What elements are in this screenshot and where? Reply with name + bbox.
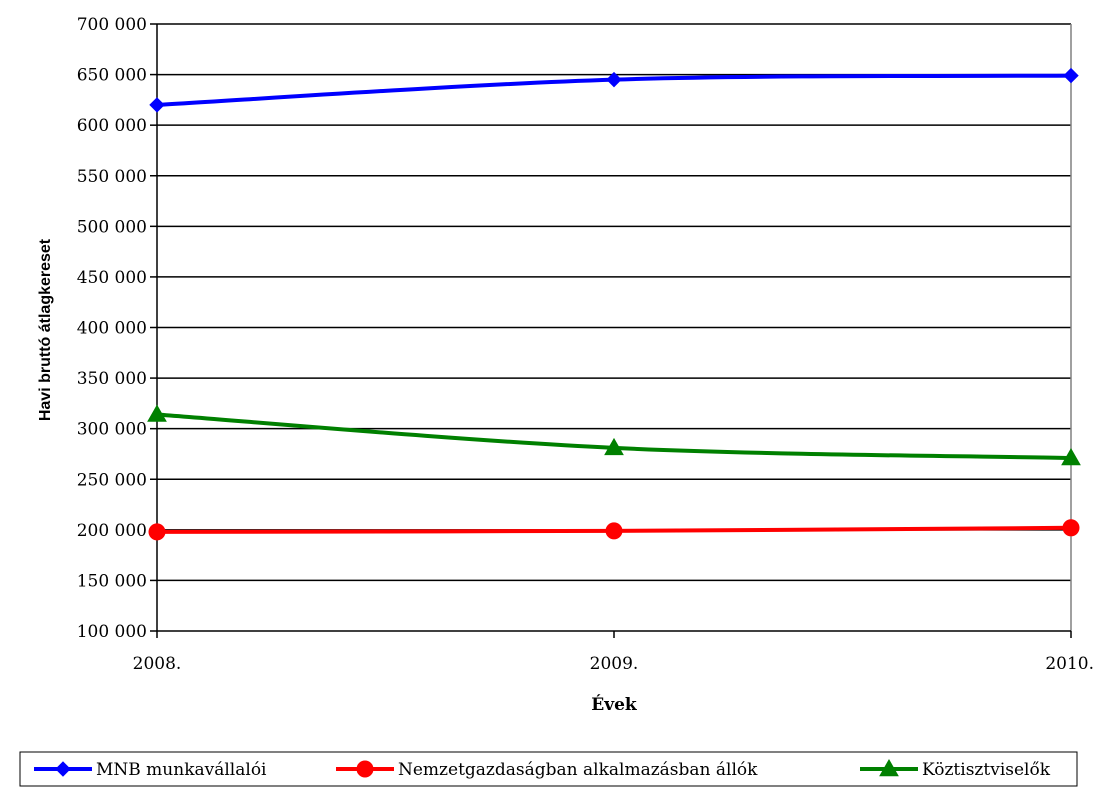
- legend-label: Köztisztviselők: [922, 760, 1051, 780]
- series-lines: [147, 67, 1081, 541]
- y-tick-label: 600 000: [77, 116, 147, 136]
- x-tick-label: 2009.: [590, 654, 639, 674]
- series-point: [1061, 447, 1081, 466]
- y-tick-label: 550 000: [77, 167, 147, 187]
- legend: MNB munkavállalói Nemzetgazdaságban alkal…: [19, 751, 1078, 787]
- x-tick-label: 2008.: [133, 654, 182, 674]
- y-tick-label: 200 000: [77, 521, 147, 541]
- y-tick-label: 700 000: [77, 15, 147, 35]
- series-point: [149, 97, 165, 113]
- series-point: [1062, 519, 1080, 537]
- legend-marker: [55, 761, 71, 777]
- x-axis-title: Évek: [591, 694, 638, 715]
- y-tick-labels: 100 000 150 000 200 000 250 000 300 000 350 0…: [77, 15, 147, 642]
- y-tick-label: 400 000: [77, 319, 147, 339]
- x-tick-label: 2010.: [1045, 654, 1094, 674]
- series-point: [147, 404, 167, 422]
- series-point: [605, 522, 623, 540]
- legend-label: MNB munkavállalói: [96, 760, 267, 780]
- legend-marker: [356, 760, 374, 778]
- y-tick-label: 450 000: [77, 268, 147, 288]
- y-tick-label: 300 000: [77, 420, 147, 440]
- x-tick-labels: 2008. 2009. 2010.: [133, 654, 1094, 674]
- y-tick-label: 500 000: [77, 217, 147, 237]
- gridlines: [157, 23, 1071, 582]
- series-point: [604, 437, 624, 456]
- y-tick-label: 350 000: [77, 369, 147, 389]
- y-tick-label: 250 000: [77, 470, 147, 490]
- series-point: [1063, 67, 1079, 84]
- axes: [150, 23, 1072, 638]
- y-tick-label: 150 000: [77, 571, 147, 591]
- legend-label: Nemzetgazdaságban alkalmazásban állók: [398, 760, 758, 780]
- series-point: [148, 523, 166, 541]
- legend-marker: [879, 758, 899, 777]
- y-tick-label: 650 000: [77, 66, 147, 86]
- y-tick-label: 100 000: [77, 622, 147, 642]
- series-point: [606, 71, 622, 88]
- y-axis-title: Havi bruttó átlagkereset: [37, 238, 54, 421]
